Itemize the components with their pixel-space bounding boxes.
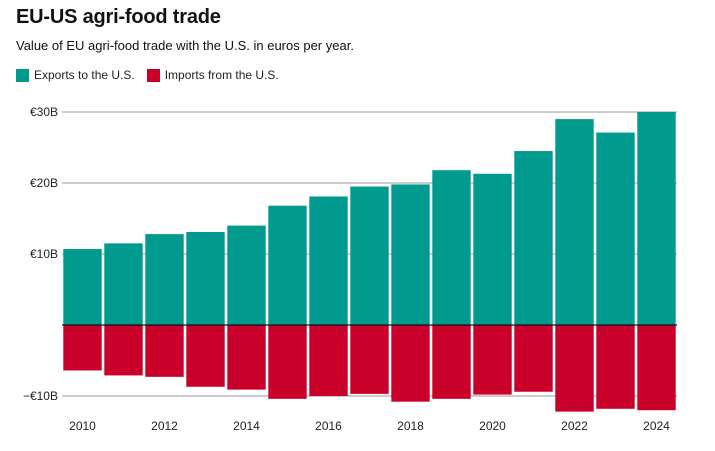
bar-exports xyxy=(145,234,184,325)
bar-imports xyxy=(145,325,184,377)
y-tick-label: €20B xyxy=(30,176,58,190)
x-tick-label: 2018 xyxy=(397,419,424,433)
x-tick-label: 2024 xyxy=(643,419,670,433)
x-tick-label: 2020 xyxy=(479,419,506,433)
bar-exports xyxy=(309,196,348,325)
bar-exports xyxy=(514,151,553,325)
bar-imports xyxy=(637,325,676,411)
bar-imports xyxy=(268,325,307,399)
bar-exports xyxy=(391,184,430,325)
bar-imports xyxy=(63,325,102,371)
y-tick-label: −€10B xyxy=(23,389,58,403)
bar-imports xyxy=(391,325,430,402)
bar-exports xyxy=(350,186,389,325)
x-tick-label: 2014 xyxy=(233,419,260,433)
bar-exports xyxy=(637,112,676,325)
bar-exports xyxy=(432,170,471,325)
legend: Exports to the U.S. Imports from the U.S… xyxy=(16,68,291,82)
y-tick-label: €10B xyxy=(30,247,58,261)
bar-imports xyxy=(104,325,143,376)
bar-imports xyxy=(186,325,225,387)
chart-subtitle: Value of EU agri-food trade with the U.S… xyxy=(16,38,354,53)
legend-label-exports: Exports to the U.S. xyxy=(34,68,135,82)
legend-swatch-imports xyxy=(146,68,160,82)
bar-imports xyxy=(555,325,594,412)
bar-exports xyxy=(227,225,266,325)
bar-exports xyxy=(104,243,143,325)
x-tick-label: 2016 xyxy=(315,419,342,433)
bar-exports xyxy=(268,205,307,325)
bar-exports xyxy=(63,249,102,325)
x-tick-label: 2022 xyxy=(561,419,588,433)
y-tick-label: €30B xyxy=(30,105,58,119)
bar-exports xyxy=(186,231,225,325)
bar-imports xyxy=(350,325,389,394)
bar-exports xyxy=(473,173,512,325)
bar-imports xyxy=(432,325,471,399)
bar-imports xyxy=(473,325,512,395)
bar-imports xyxy=(309,325,348,396)
x-tick-label: 2012 xyxy=(151,419,178,433)
legend-swatch-exports xyxy=(16,68,29,82)
legend-item-exports: Exports to the U.S. xyxy=(16,68,135,82)
legend-label-imports: Imports from the U.S. xyxy=(164,68,279,82)
bar-exports xyxy=(596,132,635,325)
bar-imports xyxy=(596,325,635,409)
bar-imports xyxy=(227,325,266,390)
bar-imports xyxy=(514,325,553,392)
x-tick-label: 2010 xyxy=(69,419,96,433)
bar-exports xyxy=(555,119,594,325)
chart-title: EU-US agri-food trade xyxy=(16,6,221,28)
legend-item-imports: Imports from the U.S. xyxy=(146,68,279,82)
